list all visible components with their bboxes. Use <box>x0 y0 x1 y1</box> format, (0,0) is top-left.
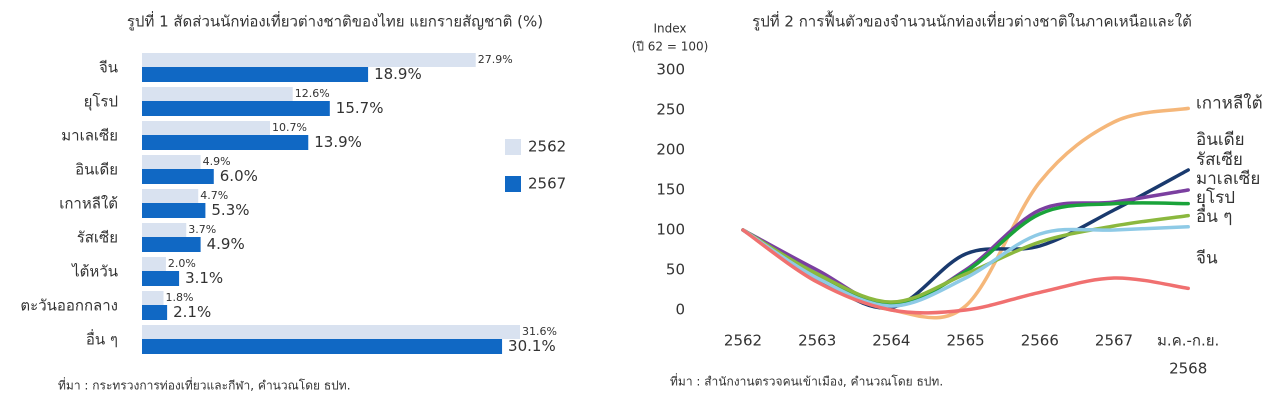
bar <box>142 135 309 150</box>
bar <box>142 271 180 286</box>
source: ที่มา : สำนักงานตรวจคนเข้าเมือง, คำนวณโด… <box>670 373 943 389</box>
series-line <box>741 106 1190 320</box>
value-label: 27.9% <box>478 53 513 66</box>
value-label: 3.1% <box>185 269 223 287</box>
x-tick-label: 2566 <box>1021 332 1059 350</box>
chart-title: รูปที่ 2 การฟื้นตัวของจำนวนนักท่องเที่ยว… <box>752 11 1192 31</box>
category-label: ตะวันออกกลาง <box>20 297 118 315</box>
category-label: อื่น ๆ <box>86 329 118 349</box>
x-tick-label: 2563 <box>798 332 836 350</box>
x-tick-label: 2564 <box>872 332 910 350</box>
value-label: 4.9% <box>207 235 245 253</box>
series-label: ยุโรป <box>1196 187 1235 208</box>
value-label: 6.0% <box>220 167 258 185</box>
legend-label: 2567 <box>528 175 566 193</box>
category-label: จีน <box>99 59 118 77</box>
value-label: 5.3% <box>211 201 249 219</box>
chart-title: รูปที่ 1 สัดส่วนนักท่องเที่ยวต่างชาติของ… <box>127 11 543 31</box>
series-line <box>741 168 1190 310</box>
series-label: เกาหลีใต้ <box>1196 92 1263 113</box>
bar <box>142 339 503 354</box>
y-tick-label: 300 <box>656 61 685 79</box>
y-axis-label: (ปี 62 = 100) <box>632 40 709 54</box>
series-label: อื่น ๆ <box>1196 204 1232 227</box>
value-label: 18.9% <box>374 65 422 83</box>
legend-label: 2562 <box>528 138 566 156</box>
source: ที่มา : กระทรวงการท่องเที่ยวและกีฬา, คำน… <box>58 377 351 393</box>
bar <box>142 223 187 237</box>
category-label: ไต้หวัน <box>71 263 118 281</box>
y-tick-label: 250 <box>656 101 685 119</box>
category-label: มาเลเซีย <box>61 127 118 145</box>
series-label: มาเลเซีย <box>1196 169 1260 189</box>
value-label: 10.7% <box>272 121 307 134</box>
bar <box>142 305 168 320</box>
x-tick-label: 2568 <box>1169 360 1207 378</box>
legend-swatch <box>505 176 521 192</box>
category-label: รัสเซีย <box>77 229 118 247</box>
series-label: อินเดีย <box>1196 130 1245 150</box>
value-label: 12.6% <box>295 87 330 100</box>
series-line <box>741 225 1190 308</box>
category-label: เกาหลีใต้ <box>59 195 118 213</box>
y-tick-label: 50 <box>666 261 685 279</box>
legend-swatch <box>505 139 521 155</box>
bar <box>142 169 214 184</box>
series-label: รัสเซีย <box>1196 150 1243 170</box>
y-tick-label: 200 <box>656 141 685 159</box>
value-label: 31.6% <box>522 325 557 338</box>
value-label: 15.7% <box>336 99 384 117</box>
bar <box>142 237 201 252</box>
value-label: 3.7% <box>188 223 216 236</box>
value-label: 30.1% <box>508 337 556 355</box>
bar <box>142 67 369 82</box>
bar <box>142 101 330 116</box>
x-tick-label: 2567 <box>1095 332 1133 350</box>
bar <box>142 87 293 101</box>
value-label: 4.9% <box>203 155 231 168</box>
series-line <box>741 228 1190 315</box>
bar <box>142 325 520 339</box>
category-label: ยุโรป <box>84 93 118 112</box>
bar <box>142 257 166 271</box>
x-tick-label: 2565 <box>947 332 985 350</box>
bar <box>142 189 199 203</box>
bar <box>142 53 476 67</box>
bar <box>142 291 164 305</box>
y-tick-label: 100 <box>656 221 685 239</box>
y-axis-label: Index <box>653 22 686 36</box>
bar <box>142 121 270 135</box>
category-label: อินเดีย <box>75 161 118 179</box>
value-label: 2.1% <box>173 303 211 321</box>
bar <box>142 203 206 218</box>
x-tick-label: ม.ค.-ก.ย. <box>1157 332 1219 350</box>
value-label: 4.7% <box>200 189 228 202</box>
y-tick-label: 0 <box>675 301 685 319</box>
bar <box>142 155 201 169</box>
y-tick-label: 150 <box>656 181 685 199</box>
series-line <box>741 213 1190 304</box>
value-label: 13.9% <box>314 133 362 151</box>
value-label: 2.0% <box>168 257 196 270</box>
value-label: 1.8% <box>166 291 194 304</box>
series-label: จีน <box>1196 248 1218 268</box>
x-tick-label: 2562 <box>724 332 762 350</box>
